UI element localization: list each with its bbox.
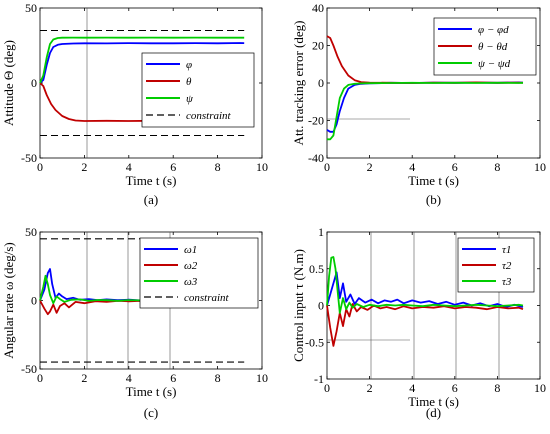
x-tick-label: 0 [37,371,43,385]
x-tick-label: 4 [126,160,132,174]
y-tick-label: 0 [31,76,37,90]
series-line [326,81,524,133]
legend-label: τ2 [502,260,512,272]
x-tick-label: 10 [256,371,268,385]
legend-label: φ − φd [478,24,509,36]
legend-label: ω3 [184,276,198,288]
legend-label: φ [186,59,192,71]
legend-label: θ [186,76,192,88]
series-line [327,81,524,141]
x-tick-label: 8 [215,160,221,174]
legend-label: θ − θd [478,41,508,53]
legend-label: constraint [184,292,230,304]
y-tick-label: 0 [318,76,324,90]
y-axis-label: Att. tracking error (deg) [291,21,306,146]
legend: φ − φd θ − θd ψ − ψd [433,17,537,76]
y-tick-label: -50 [21,151,37,165]
panel-caption: (a) [144,192,158,207]
x-tick-label: 0 [324,160,330,174]
x-tick-label: 10 [256,160,268,174]
x-tick-label: 2 [81,371,87,385]
legend-label: τ1 [502,244,511,256]
series-line [39,42,245,84]
y-tick-label: 40 [312,1,324,15]
x-tick-label: 2 [367,160,373,174]
y-tick-label: 0 [31,294,37,308]
y-tick-label: 0 [318,299,324,313]
y-axis-label: Angular rate ω (deg/s) [1,242,16,359]
panel-caption: (c) [144,405,158,420]
legend-label: τ3 [502,276,512,288]
x-tick-label: 4 [409,160,415,174]
x-tick-label: 8 [215,371,221,385]
x-axis-label: Time t (s) [408,173,459,188]
legend-label: ψ [186,93,193,105]
y-tick-label: -20 [308,114,324,128]
x-tick-label: 6 [170,160,176,174]
y-tick-label: -1 [314,372,324,386]
series-line [326,271,524,308]
x-axis-label: Time t (s) [126,173,177,188]
legend: φθψ constraint [141,52,255,128]
x-tick-label: 8 [494,160,500,174]
x-tick-label: 0 [37,160,43,174]
series-line [326,256,524,314]
chart-panel: 0 2 4 6 8 10 -1 -0.5 0 0.5 1 Time t (s) Control inpu… [291,225,546,420]
x-axis-label: Time t (s) [126,384,177,399]
x-tick-label: 2 [367,381,373,395]
legend: τ1 τ2 τ3 [457,237,535,293]
x-tick-label: 6 [452,381,458,395]
legend-label: constraint [186,110,232,122]
y-tick-label: 1 [318,225,324,239]
y-tick-label: -0.5 [305,335,324,349]
x-tick-label: 0 [324,381,330,395]
y-tick-label: -40 [308,151,324,165]
x-tick-label: 6 [170,371,176,385]
series-line [326,303,524,347]
x-tick-label: 10 [534,160,546,174]
series-line [39,36,245,84]
legend-label: ω2 [184,260,198,272]
x-axis-label: Time t (s) [408,394,459,409]
x-tick-label: 8 [494,381,500,395]
legend-label: ψ − ψd [478,58,511,70]
x-tick-label: 4 [126,371,132,385]
y-axis-label: Control input τ (N.m) [291,249,306,362]
x-tick-label: 4 [409,381,415,395]
x-tick-label: 2 [81,160,87,174]
x-tick-label: 10 [534,381,546,395]
panel-caption: (d) [426,405,441,420]
y-axis-label: Attitude Θ (deg) [1,40,16,126]
y-tick-label: 20 [312,39,324,53]
legend: ω1 ω2 ω3 constraint [139,237,259,309]
x-tick-label: 6 [452,160,458,174]
y-tick-label: 50 [25,225,37,239]
legend-label: ω1 [184,244,197,256]
y-tick-label: -50 [21,362,37,376]
chart-panel: 0 2 4 6 8 10 -40 -20 0 20 40 Time t (s) Att. trackin… [291,1,546,207]
y-tick-label: 0.5 [309,262,324,276]
panel-caption: (b) [426,192,441,207]
y-tick-label: 50 [25,1,37,15]
